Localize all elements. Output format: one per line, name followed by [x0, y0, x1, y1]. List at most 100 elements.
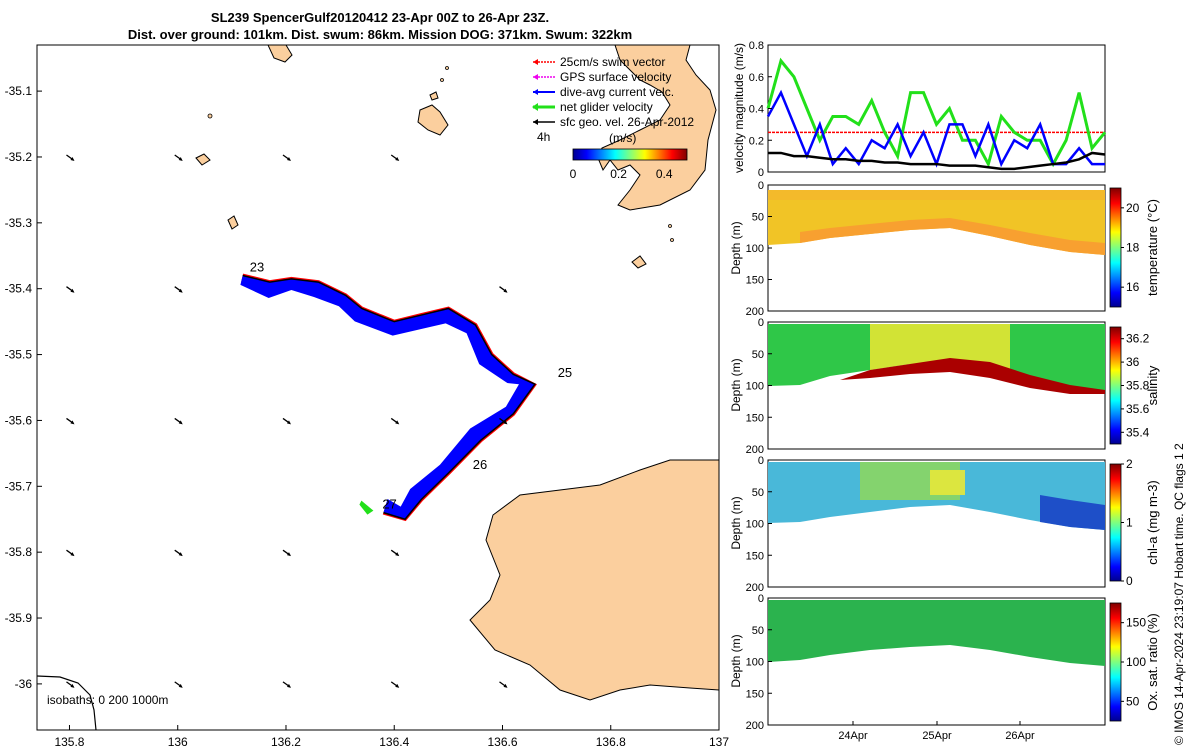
chart-title-line1: SL239 SpencerGulf20120412 23-Apr 00Z to … [210, 10, 550, 25]
colorbar-tick-label: 16 [1126, 280, 1140, 294]
temperature-thermocline [800, 218, 1105, 255]
geo-vector-arrowhead [70, 156, 75, 161]
depth-tick-label: 0 [758, 317, 764, 329]
date-tick-label: 25Apr [922, 730, 952, 742]
islet-6 [631, 255, 647, 269]
map-ytick-label: -35.4 [5, 282, 33, 296]
geo-vector-arrowhead [178, 683, 183, 688]
salinity-mid-layer [870, 324, 1010, 370]
chla-high-patch [930, 470, 965, 495]
geo-vector-layer [66, 154, 508, 688]
geo-vector-arrowhead [70, 420, 75, 425]
depth-tick-label: 50 [752, 349, 764, 361]
depth-axis-label: Depth (m) [729, 496, 743, 549]
map-xtick-label: 136.6 [487, 735, 517, 749]
legend-net-glider: net glider velocity [532, 100, 653, 114]
day-label: 27 [382, 497, 396, 512]
day-label: 26 [473, 457, 487, 472]
colorbar-tick-label: 18 [1126, 241, 1140, 255]
geo-vector-arrowhead [503, 288, 508, 293]
colorbar-tick-label: 2 [1126, 457, 1133, 471]
islet-10 [668, 224, 672, 228]
chla-colorbar [1109, 463, 1122, 582]
velocity-series-line [766, 57, 1107, 169]
map-xtick-label: 136.4 [379, 735, 409, 749]
map-ytick-label: -35.8 [5, 545, 33, 559]
islet-1 [267, 45, 293, 63]
depth-tick-label: 100 [746, 519, 764, 531]
velocity-ytick-label: 0 [758, 167, 764, 179]
geo-vector-arrowhead [178, 288, 183, 293]
islet-3 [429, 91, 439, 101]
map-xtick-label: 137 [709, 735, 729, 749]
map-ytick-label: -35.3 [5, 216, 33, 230]
legend-net-label: net glider velocity [560, 100, 653, 114]
legend-dive-arrow-icon [533, 89, 538, 95]
map-ytick-label: -35.7 [5, 479, 33, 493]
geo-vector-arrowhead [395, 156, 400, 161]
current-velocity-band [240, 275, 535, 520]
salinity-high-layer [840, 358, 1105, 394]
legend-net-arrow-icon [532, 103, 538, 111]
geo-vector-arrowhead [70, 552, 75, 557]
colorbar-tick-label: 35.6 [1126, 402, 1150, 416]
map-xtick-label: 136.2 [271, 735, 301, 749]
isobath-line [37, 675, 97, 730]
map-ytick-label: -35.1 [5, 84, 33, 98]
oxygen-colorbar [1109, 602, 1122, 722]
speed-colorbar-tick: 0.2 [610, 167, 627, 181]
island-southeast [469, 459, 719, 701]
islet-9 [440, 78, 444, 82]
colorbar-tick-label: 35.8 [1126, 379, 1150, 393]
map-legend: 25cm/s swim vector GPS surface velocity … [532, 55, 694, 181]
colorbar-label: Ox. sat. ratio (%) [1145, 613, 1160, 711]
depth-tick-label: 50 [752, 212, 764, 224]
geo-vector-arrowhead [286, 156, 291, 161]
depth-tick-label: 200 [746, 306, 764, 318]
depth-tick-label: 0 [758, 180, 764, 192]
chla-deep-patch [1040, 495, 1105, 530]
velocity-ylabel: velocity magnitude (m/s) [732, 43, 746, 173]
section-panels [767, 184, 1122, 726]
colorbar-tick-label: 100 [1126, 655, 1146, 669]
copyright-text: © IMOS 14-Apr-2024 23:19:07 Hobart time.… [1172, 443, 1186, 745]
legend-gps-label: GPS surface velocity [560, 70, 671, 84]
geo-vector-arrowhead [395, 552, 400, 557]
map-xtick-label: 136.8 [596, 735, 626, 749]
speed-colorbar-ticks: 0 0.2 0.4 [570, 167, 673, 181]
depth-tick-label: 200 [746, 582, 764, 594]
oxygen-layer [768, 600, 1105, 666]
velocity-ytick-label: 0.8 [749, 40, 764, 52]
colorbar-tick-label: 36.2 [1126, 332, 1150, 346]
legend-swim-label: 25cm/s swim vector [560, 55, 665, 69]
legend-gps-velocity: GPS surface velocity [533, 70, 671, 84]
geo-vector-arrowhead [395, 420, 400, 425]
islet-5 [227, 215, 239, 230]
date-tick-label: 24Apr [838, 730, 868, 742]
colorbar-tick-label: 50 [1126, 694, 1140, 708]
chart-title-line2: Dist. over ground: 101km. Dist. swum: 86… [127, 27, 633, 42]
geo-vector-arrowhead [70, 288, 75, 293]
velocity-ytick-label: 0.4 [749, 104, 764, 116]
geo-vector-arrowhead [178, 420, 183, 425]
salinity-panel [767, 321, 1122, 450]
colorbar-tick-label: 36 [1126, 355, 1140, 369]
depth-tick-label: 0 [758, 455, 764, 467]
legend-gps-arrow-icon [533, 74, 538, 80]
map-ytick-label: -35.2 [5, 150, 33, 164]
geo-vector-arrowhead [286, 420, 291, 425]
velocity-series-layer [766, 57, 1107, 171]
salinity-colorbar [1109, 326, 1122, 445]
velocity-frame [767, 44, 1106, 173]
velocity-series-line [768, 151, 1106, 171]
geo-vector-arrowhead [286, 683, 291, 688]
scale-label: 4h [537, 130, 550, 144]
depth-tick-label: 50 [752, 625, 764, 637]
net-velocity-mark [359, 500, 374, 515]
depth-tick-label: 150 [746, 412, 764, 424]
legend-swim-arrow-icon [533, 59, 538, 65]
velocity-panel: 0 0.2 0.4 0.6 0.8 velocity magnitude (m/s) [732, 40, 1107, 179]
temperature-colorbar [1109, 187, 1122, 308]
oxygen-panel [767, 597, 1122, 726]
islet-2 [417, 104, 449, 136]
